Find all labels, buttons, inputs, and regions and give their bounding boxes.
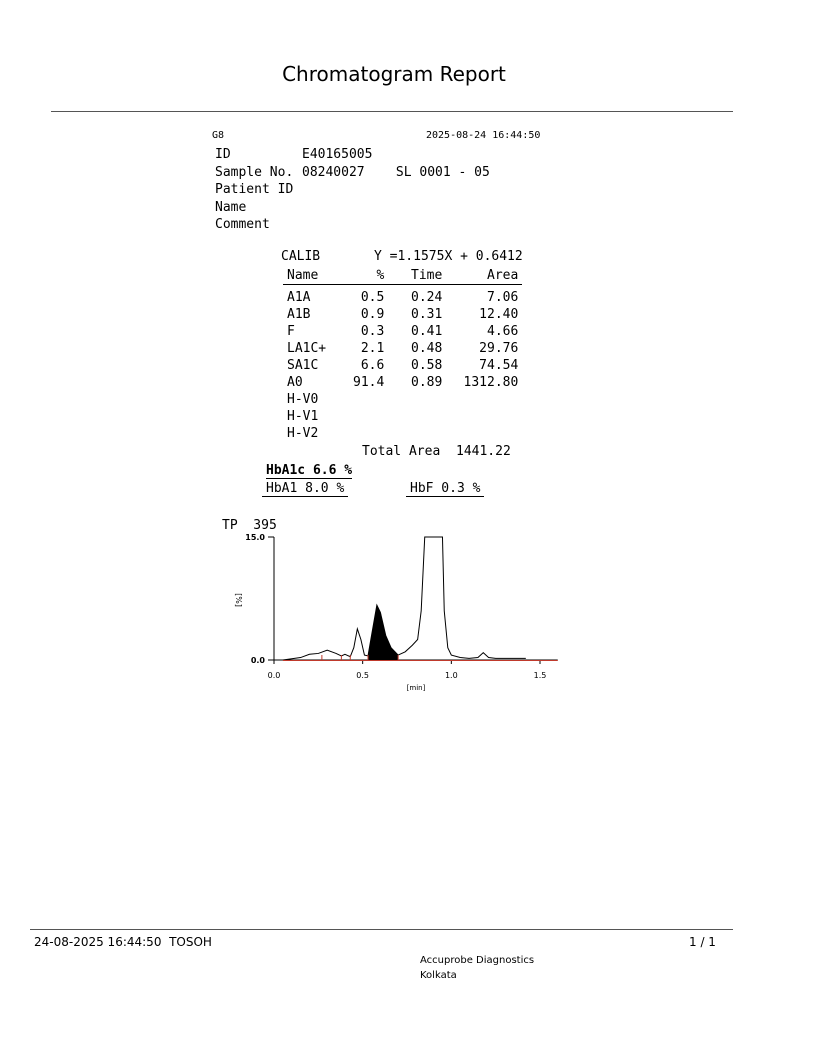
calib-label: CALIB bbox=[281, 249, 321, 264]
peak-name: SA1C bbox=[287, 358, 319, 373]
col-percent: % bbox=[349, 267, 389, 285]
instrument-label: G8 bbox=[212, 130, 225, 141]
col-name: Name bbox=[283, 267, 349, 285]
calib-equation: Y =1.1575X + 0.6412 bbox=[374, 249, 523, 264]
peak-time: 0.24 bbox=[411, 290, 443, 305]
x-axis-label: [min] bbox=[407, 684, 426, 692]
field-label: Sample No. bbox=[215, 164, 294, 180]
field-value: E40165005 bbox=[302, 147, 373, 162]
peak-percent: 6.6 bbox=[360, 358, 385, 373]
x-tick-label: 1.0 bbox=[445, 671, 458, 680]
peak-percent: 2.1 bbox=[360, 341, 385, 356]
chart-title: TP 395 bbox=[222, 518, 277, 533]
field-label: Patient ID bbox=[215, 182, 294, 197]
field-value: 08240027 SL 0001 - 05 bbox=[302, 164, 490, 180]
field-label: Name bbox=[215, 199, 247, 215]
col-area: Area bbox=[446, 267, 523, 285]
table-row: A1A 0.5 0.24 7.06 bbox=[283, 285, 522, 307]
x-tick-label: 0.5 bbox=[356, 671, 369, 680]
y-axis-label: [%] bbox=[234, 593, 243, 607]
table-row: F 0.3 0.41 4.66 bbox=[283, 323, 522, 340]
header-divider bbox=[51, 111, 733, 112]
peak-time: 0.58 bbox=[411, 358, 443, 373]
total-area-label: Total Area bbox=[362, 444, 441, 459]
peak-area: 29.76 bbox=[479, 341, 519, 356]
footer-divider bbox=[30, 929, 733, 930]
footer-timestamp: 24-08-2025 16:44:50 TOSOH bbox=[34, 935, 212, 949]
peak-name: H-V0 bbox=[287, 392, 319, 407]
x-tick-label: 1.5 bbox=[534, 671, 547, 680]
x-tick-label: 0.0 bbox=[268, 671, 281, 680]
shaded-peak-sa1c bbox=[367, 605, 399, 660]
lab-city: Kolkata bbox=[420, 970, 457, 981]
y-tick-label: 15.0 bbox=[245, 533, 265, 542]
peak-name: H-V2 bbox=[287, 426, 319, 441]
chromatogram-trace bbox=[282, 536, 526, 661]
chromatogram: 0.0 15.0 0.0 0.5 1.0 1.5 [min] [%] bbox=[234, 533, 558, 692]
peak-name: A1A bbox=[287, 290, 311, 305]
peak-area: 12.40 bbox=[479, 307, 519, 322]
peak-area: 1312.80 bbox=[463, 375, 519, 390]
peak-name: F bbox=[287, 324, 295, 339]
col-time: Time bbox=[388, 267, 447, 285]
lab-name: Accuprobe Diagnostics bbox=[420, 955, 535, 966]
peak-time: 0.41 bbox=[411, 324, 443, 339]
table-row: SA1C 6.6 0.58 74.54 bbox=[283, 357, 522, 374]
field-label: Comment bbox=[215, 217, 270, 232]
table-row: LA1C+ 2.1 0.48 29.76 bbox=[283, 340, 522, 357]
table-row: A1B 0.9 0.31 12.40 bbox=[283, 306, 522, 323]
peak-percent: 0.5 bbox=[360, 290, 385, 305]
peak-area: 7.06 bbox=[487, 290, 519, 305]
peak-time: 0.48 bbox=[411, 341, 443, 356]
peak-name: LA1C+ bbox=[287, 341, 327, 356]
hbf-result: HbF 0.3 % bbox=[406, 481, 485, 497]
peak-percent: 0.9 bbox=[360, 307, 385, 322]
table-row: H-V0 bbox=[283, 391, 522, 408]
results-table: Name % Time Area A1A 0.5 0.24 7.06 A1B 0.9 0.3… bbox=[283, 267, 523, 442]
peak-area: 4.66 bbox=[487, 324, 519, 339]
hba1c-result: HbA1c 6.6 % bbox=[266, 463, 353, 479]
table-row: H-V1 bbox=[283, 408, 522, 425]
peak-name: H-V1 bbox=[287, 409, 319, 424]
table-row: A0 91.4 0.89 1312.80 bbox=[283, 374, 522, 391]
peak-percent: 0.3 bbox=[360, 324, 385, 339]
field-label: ID bbox=[215, 147, 231, 162]
report-datetime: 2025-08-24 16:44:50 bbox=[426, 130, 541, 141]
page-number: 1 / 1 bbox=[689, 935, 716, 949]
peak-time: 0.89 bbox=[411, 375, 443, 390]
page-title: Chromatogram Report bbox=[282, 62, 506, 86]
total-area-value: 1441.22 bbox=[456, 444, 511, 459]
peak-name: A1B bbox=[287, 307, 311, 322]
y-tick-label: 0.0 bbox=[251, 656, 266, 665]
peak-percent: 91.4 bbox=[353, 375, 385, 390]
peak-name: A0 bbox=[287, 375, 303, 390]
table-row: H-V2 bbox=[283, 425, 522, 442]
hba1-result: HbA1 8.0 % bbox=[262, 481, 349, 497]
peak-area: 74.54 bbox=[479, 358, 519, 373]
peak-time: 0.31 bbox=[411, 307, 443, 322]
